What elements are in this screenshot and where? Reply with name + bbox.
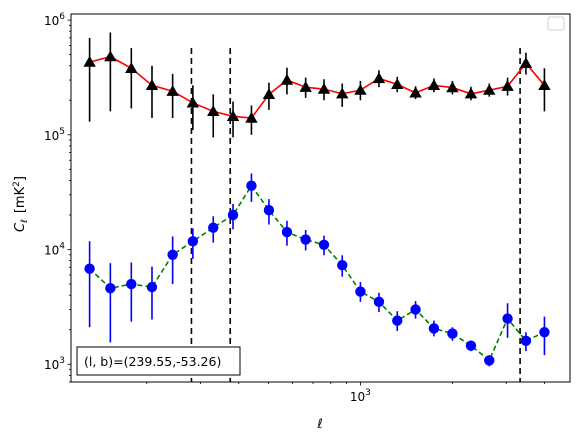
triangle-marker — [83, 55, 96, 67]
y-tick-label-base: 10 — [44, 129, 59, 143]
triangle-marker — [427, 79, 441, 90]
x-tick-label-base: 10 — [350, 390, 365, 404]
series-1 — [83, 32, 551, 138]
y-axis-label-unit-exponent: 2 — [12, 181, 22, 187]
triangle-marker — [464, 87, 478, 99]
axes-frame — [70, 13, 571, 383]
plot-area — [83, 32, 551, 382]
y-axis-label-unit: [mK — [13, 186, 28, 213]
circle-marker — [465, 340, 477, 351]
triangle-marker — [262, 88, 276, 100]
triangle-marker — [104, 50, 117, 62]
circle-marker — [263, 205, 275, 216]
circle-marker — [300, 234, 311, 245]
triangle-marker — [245, 111, 258, 123]
triangle-marker — [226, 110, 240, 121]
y-tick-label: 105 — [44, 127, 65, 143]
y-tick-label: 103 — [44, 356, 65, 372]
triangle-marker — [391, 78, 404, 90]
triangle-marker — [125, 62, 138, 73]
circle-marker — [281, 226, 293, 238]
circle-marker — [167, 249, 178, 260]
triangle-marker — [519, 57, 533, 68]
circle-marker — [246, 180, 257, 191]
x-axis-label: ℓ — [316, 417, 322, 432]
circle-marker — [227, 209, 239, 221]
triangle-marker — [538, 79, 551, 90]
annotation-text: (l, b)=(239.55,-53.26) — [84, 354, 221, 369]
triangle-marker — [299, 80, 312, 92]
triangle-marker — [280, 73, 294, 85]
y-tick-label: 104 — [44, 242, 65, 258]
y-tick-label-exponent: 5 — [59, 127, 65, 137]
x-tick-label-exponent: 3 — [365, 388, 371, 398]
y-axis-label-symbol: C — [13, 222, 28, 232]
circle-marker — [447, 328, 458, 339]
triangle-marker — [354, 83, 367, 95]
triangle-marker — [372, 72, 386, 84]
triangle-marker — [446, 81, 459, 93]
circle-marker — [105, 283, 116, 294]
triangle-marker — [409, 86, 422, 98]
x-tick-label: 103 — [350, 388, 371, 404]
circle-marker — [539, 327, 550, 338]
legend-box — [547, 16, 565, 31]
circle-marker — [428, 323, 440, 334]
triangle-marker — [501, 80, 514, 91]
circle-marker — [337, 259, 348, 271]
triangle-marker — [317, 82, 331, 94]
circle-marker — [484, 355, 495, 366]
triangle-marker — [166, 84, 179, 96]
x-tick-labels: 103 — [350, 388, 371, 404]
triangle-marker — [207, 105, 220, 117]
y-tick-label-base: 10 — [44, 244, 59, 258]
circle-marker — [392, 315, 403, 326]
triangle-marker — [483, 83, 496, 95]
circle-marker — [126, 278, 137, 290]
triangle-marker — [336, 87, 349, 99]
circle-marker — [84, 263, 95, 274]
y-tick-label-base: 10 — [44, 14, 59, 28]
annotation-box: (l, b)=(239.55,-53.26) — [76, 346, 241, 376]
circle-marker — [373, 296, 385, 308]
y-tick-label-exponent: 4 — [59, 242, 65, 252]
triangle-marker — [186, 96, 200, 108]
y-axis-label: Cℓ [mK2] — [12, 176, 30, 232]
triangle-marker — [145, 79, 159, 90]
y-axis-label-subscript: ℓ — [20, 219, 30, 224]
circle-marker — [208, 222, 219, 233]
series-2 — [84, 173, 550, 367]
circle-marker — [146, 281, 158, 293]
circle-marker — [187, 236, 199, 247]
y-tick-label: 106 — [44, 12, 65, 28]
circle-marker — [410, 304, 421, 315]
y-tick-label-exponent: 3 — [59, 356, 65, 366]
circle-marker — [502, 313, 513, 324]
circle-marker — [355, 286, 366, 297]
annotation-frame — [76, 346, 241, 376]
circle-marker — [318, 239, 330, 250]
y-tick-label-exponent: 6 — [59, 12, 65, 22]
y-axis-label-unit-close: ] — [13, 176, 28, 181]
circle-marker — [520, 335, 532, 347]
y-tick-label-base: 10 — [44, 358, 59, 372]
